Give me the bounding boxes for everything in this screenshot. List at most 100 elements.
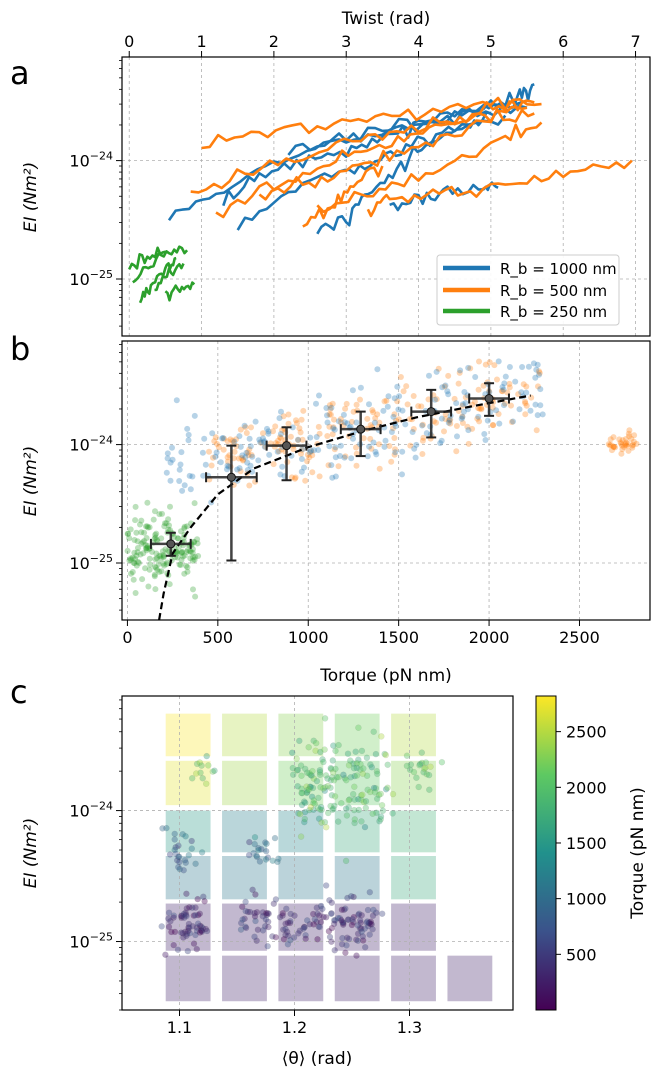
data-point bbox=[343, 934, 351, 941]
data-point bbox=[174, 535, 181, 542]
data-point bbox=[178, 913, 185, 920]
data-point bbox=[298, 772, 305, 780]
data-point bbox=[251, 909, 258, 917]
data-point bbox=[201, 435, 208, 442]
data-point bbox=[143, 545, 149, 552]
data-point bbox=[193, 927, 201, 935]
data-point bbox=[336, 915, 344, 922]
panel-b-x-ticks: 0 500 1000 1500 2000 2500 bbox=[122, 620, 600, 647]
data-point bbox=[237, 919, 245, 927]
data-point bbox=[606, 442, 613, 449]
data-point bbox=[324, 775, 331, 782]
data-point bbox=[188, 837, 195, 845]
data-point bbox=[486, 359, 493, 366]
data-point bbox=[295, 436, 302, 443]
torque-bin bbox=[165, 810, 211, 853]
data-point bbox=[164, 450, 171, 457]
data-point bbox=[451, 395, 458, 402]
data-point bbox=[332, 747, 339, 755]
data-point bbox=[315, 912, 323, 919]
data-point bbox=[262, 847, 270, 855]
data-point bbox=[364, 453, 371, 460]
data-point bbox=[128, 570, 134, 577]
data-point bbox=[610, 443, 617, 450]
data-point bbox=[399, 407, 406, 414]
y-tick-label: 10−25 bbox=[69, 552, 113, 573]
data-point bbox=[433, 419, 439, 426]
data-point bbox=[231, 448, 238, 455]
binned-mean bbox=[265, 426, 308, 482]
data-point bbox=[236, 433, 243, 440]
data-point bbox=[179, 487, 186, 494]
data-point bbox=[186, 472, 193, 479]
data-point bbox=[224, 462, 231, 469]
data-point bbox=[384, 761, 391, 769]
curve-R_b-1000-nm bbox=[389, 181, 499, 212]
data-point bbox=[192, 904, 199, 911]
data-point bbox=[209, 430, 216, 437]
data-point bbox=[298, 456, 305, 462]
data-point bbox=[246, 446, 253, 453]
data-point bbox=[367, 435, 374, 442]
data-point bbox=[354, 930, 362, 937]
data-point bbox=[333, 774, 340, 781]
data-point bbox=[167, 917, 174, 925]
data-point bbox=[327, 764, 335, 772]
data-point bbox=[298, 450, 304, 457]
data-point bbox=[264, 854, 272, 861]
data-point bbox=[184, 425, 191, 432]
data-point bbox=[132, 503, 139, 510]
data-point bbox=[301, 799, 309, 807]
data-point bbox=[370, 906, 377, 914]
data-point bbox=[359, 933, 367, 940]
data-point bbox=[341, 454, 348, 461]
panel-c-points bbox=[158, 715, 446, 959]
data-point bbox=[314, 910, 321, 917]
data-point bbox=[147, 561, 154, 568]
curve-R_b-250-nm bbox=[128, 246, 166, 270]
data-point bbox=[270, 461, 277, 468]
data-point bbox=[394, 383, 401, 390]
data-point bbox=[270, 900, 278, 907]
data-point bbox=[478, 405, 485, 412]
data-point bbox=[618, 440, 625, 447]
data-point bbox=[326, 423, 333, 430]
data-point bbox=[151, 573, 158, 580]
data-point bbox=[367, 918, 375, 925]
data-point bbox=[370, 728, 377, 736]
data-point bbox=[619, 437, 626, 444]
panel-b-y-axis-label: EI (Nm²) bbox=[21, 446, 41, 517]
data-point bbox=[316, 806, 324, 813]
data-point bbox=[135, 558, 141, 565]
data-point bbox=[316, 392, 322, 399]
data-point bbox=[230, 440, 237, 447]
data-point bbox=[310, 799, 317, 807]
data-point bbox=[297, 762, 305, 769]
data-point bbox=[165, 915, 172, 922]
data-point bbox=[142, 565, 149, 572]
torque-bin bbox=[334, 760, 380, 806]
torque-bin bbox=[334, 955, 380, 1002]
torque-bin bbox=[165, 713, 211, 757]
data-point bbox=[348, 455, 355, 462]
torque-bin bbox=[334, 713, 380, 757]
data-point bbox=[356, 924, 364, 932]
data-point bbox=[453, 448, 460, 455]
data-point bbox=[502, 400, 508, 407]
torque-bin bbox=[222, 760, 267, 806]
data-point bbox=[527, 407, 534, 414]
data-point bbox=[203, 927, 211, 935]
data-point bbox=[282, 925, 289, 933]
data-point bbox=[522, 411, 529, 418]
data-point bbox=[619, 446, 626, 453]
data-point bbox=[248, 452, 255, 458]
data-point bbox=[263, 910, 270, 917]
data-point bbox=[280, 413, 287, 420]
data-point bbox=[160, 553, 167, 560]
data-point bbox=[311, 915, 319, 923]
data-point bbox=[370, 784, 378, 792]
data-point bbox=[341, 775, 349, 782]
data-point bbox=[368, 921, 375, 928]
data-point bbox=[465, 427, 472, 434]
data-point bbox=[189, 473, 196, 480]
